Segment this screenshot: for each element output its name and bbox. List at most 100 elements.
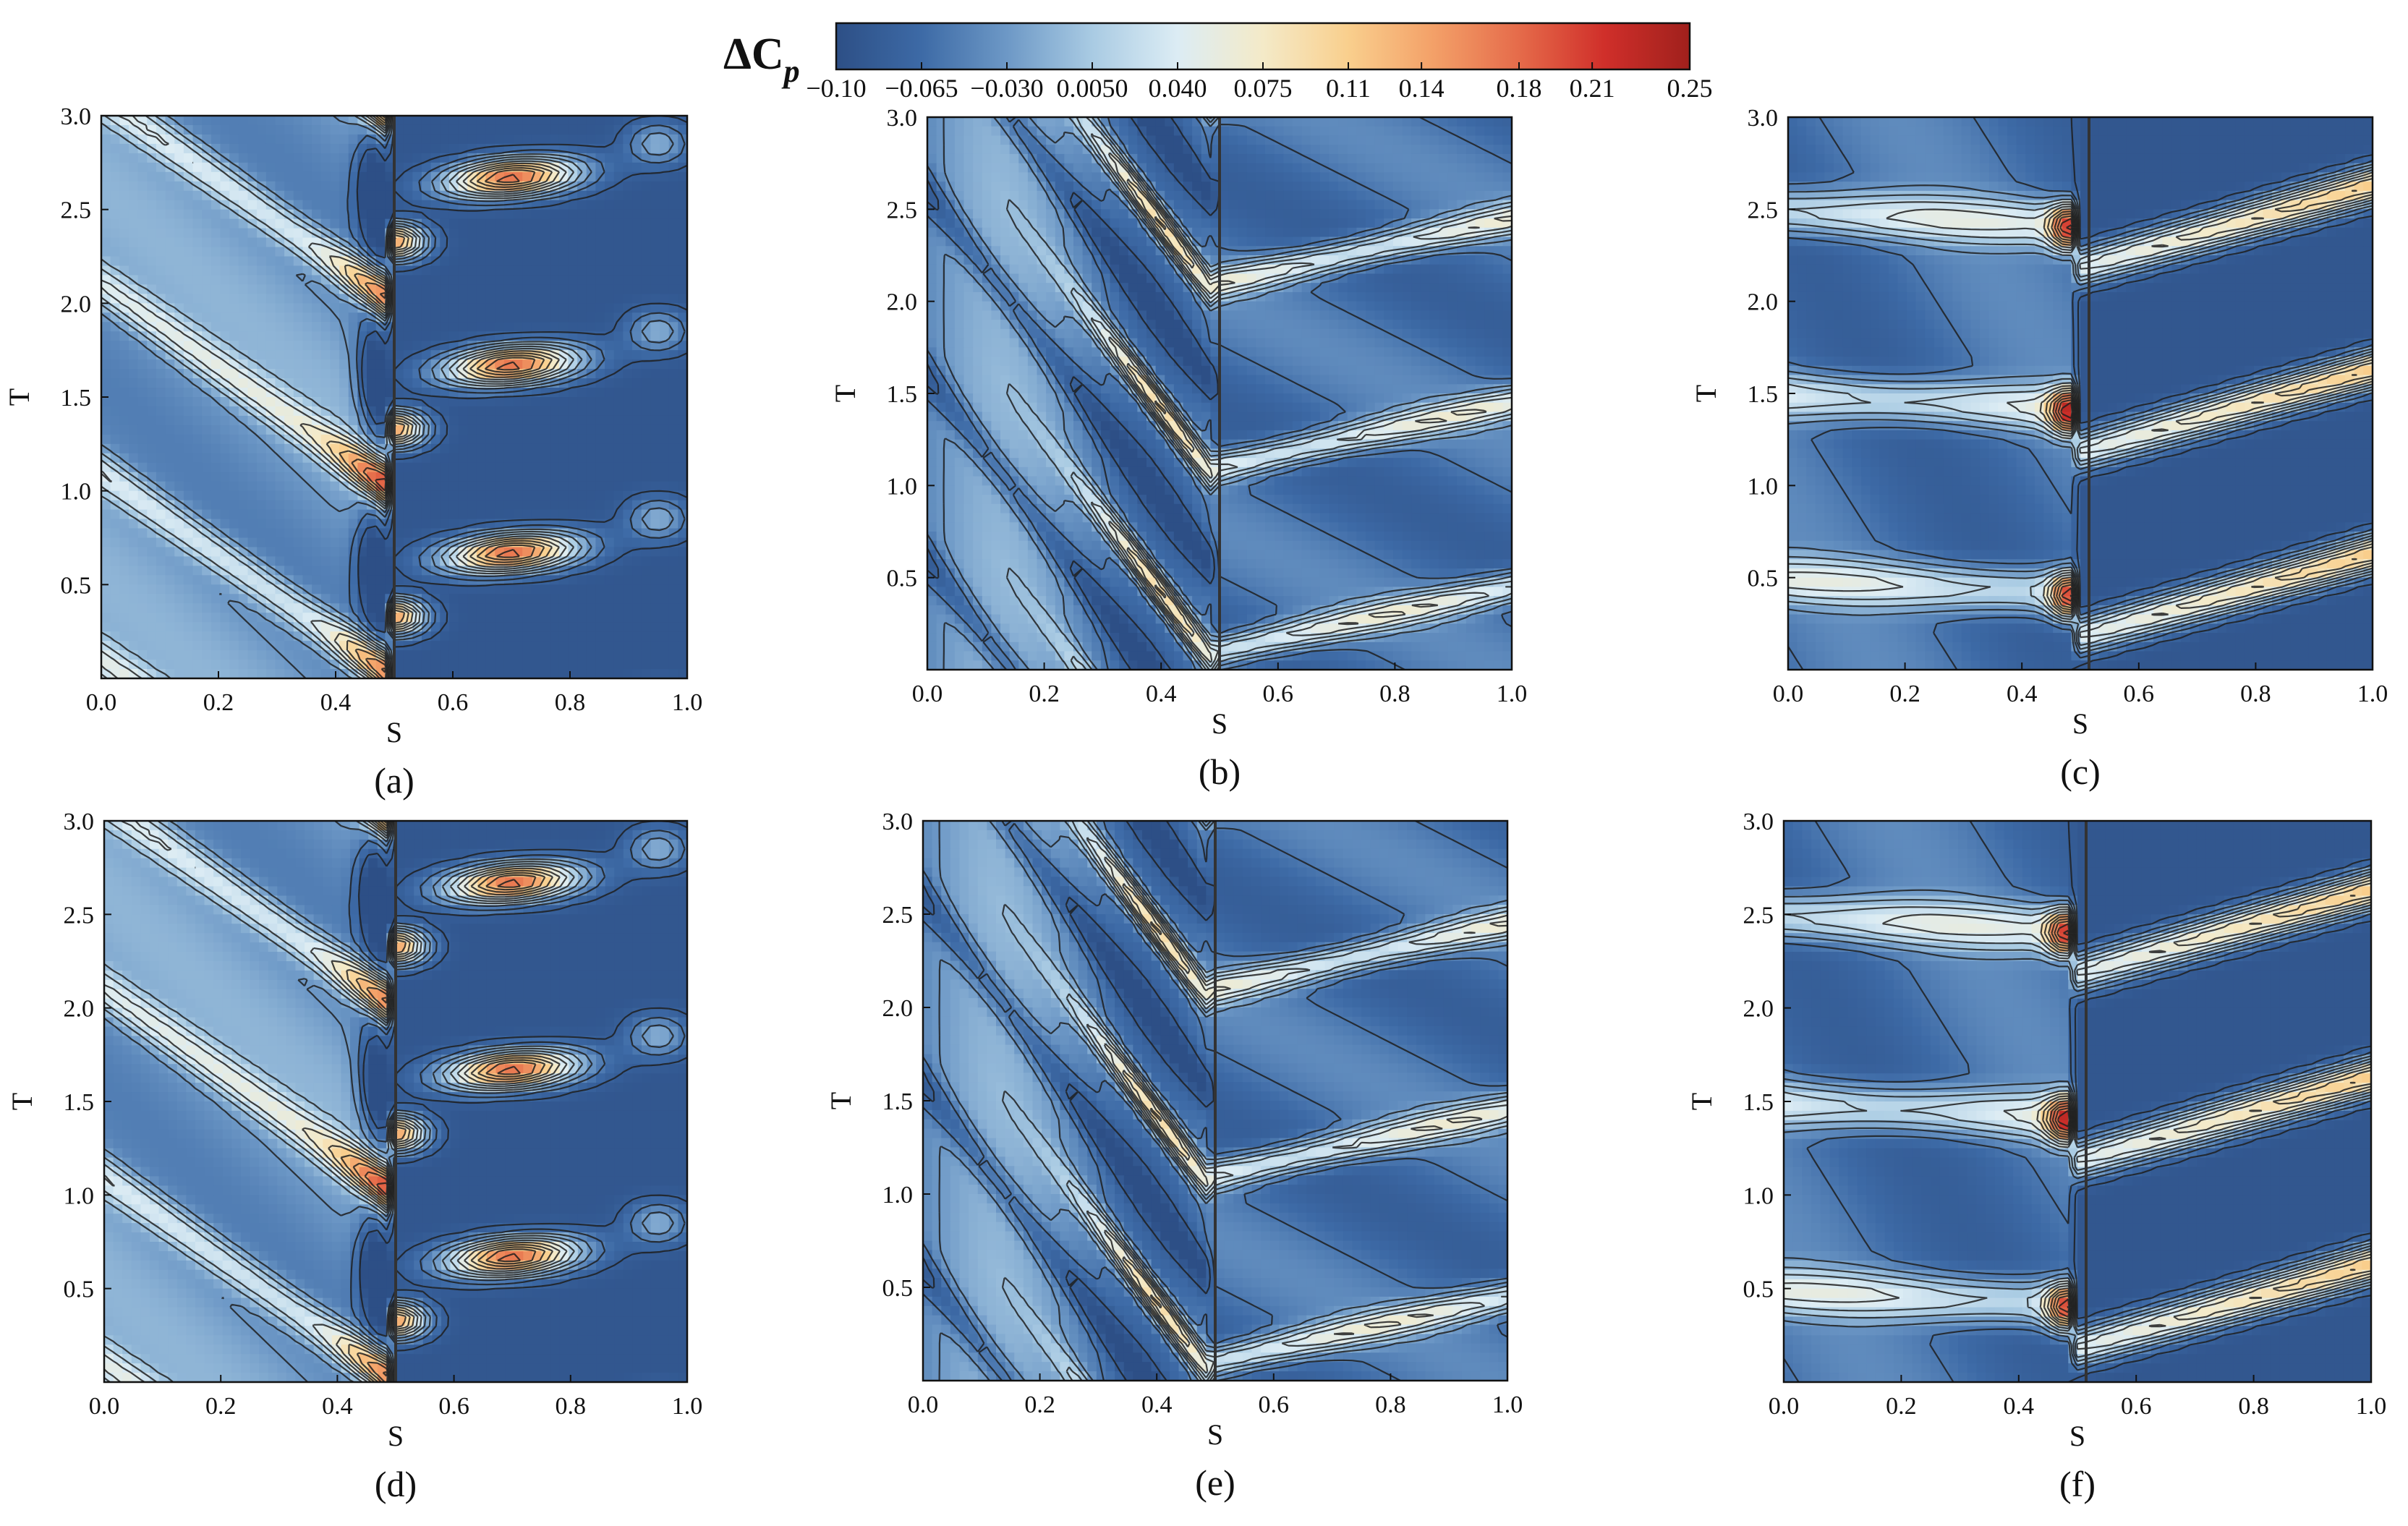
heatmap-cell (660, 218, 670, 229)
heatmap-cell (147, 218, 157, 229)
heatmap-cell (448, 256, 459, 267)
heatmap-cell (982, 246, 992, 256)
heatmap-cell (568, 228, 578, 239)
heatmap-cell (1392, 190, 1403, 201)
heatmap-cell (1046, 255, 1056, 265)
heatmap-cell (1475, 117, 1485, 127)
heatmap-cell (128, 359, 139, 370)
heatmap-cell (238, 265, 249, 276)
heatmap-cell (1201, 246, 1212, 256)
heatmap-cell (1000, 246, 1011, 256)
heatmap-cell (275, 143, 285, 154)
heatmap-cell (257, 200, 267, 210)
heatmap-cell (1457, 264, 1467, 275)
heatmap-cell (1037, 163, 1047, 174)
heatmap-cell (220, 331, 230, 341)
heatmap-cell (1201, 182, 1212, 192)
heatmap-cell (495, 415, 505, 426)
heatmap-cell (1265, 145, 1275, 155)
heatmap-cell (1338, 153, 1348, 164)
heatmap-cell (1465, 126, 1476, 137)
heatmap-cell (1246, 218, 1257, 229)
heatmap-cell (210, 603, 221, 614)
heatmap-cell (257, 528, 267, 539)
heatmap-cell (302, 453, 312, 464)
heatmap-cell (165, 265, 176, 276)
heatmap-cell (192, 584, 203, 595)
heatmap-cell (174, 472, 184, 482)
heatmap-cell (448, 312, 459, 323)
heatmap-cell (1429, 264, 1439, 275)
heatmap-cell (165, 575, 176, 586)
heatmap-cell (293, 359, 304, 370)
heatmap-cell (202, 462, 212, 473)
heatmap-cell (367, 200, 377, 210)
heatmap-cell (558, 218, 569, 229)
heatmap-cell (605, 265, 615, 276)
heatmap-cell (558, 237, 569, 248)
heatmap-cell (531, 303, 542, 314)
heatmap-cell (320, 162, 331, 173)
heatmap-cell (339, 472, 349, 482)
heatmap-cell (1420, 163, 1431, 174)
heatmap-cell (312, 312, 322, 323)
heatmap-cell (1256, 172, 1266, 182)
heatmap-cell (1384, 172, 1394, 182)
heatmap-cell (229, 265, 239, 276)
heatmap-cell (238, 134, 249, 145)
heatmap-cell (174, 594, 184, 605)
heatmap-cell (312, 528, 322, 539)
heatmap-cell (430, 519, 441, 529)
heatmap-cell (330, 397, 340, 407)
heatmap-cell (137, 162, 148, 173)
heatmap-cell (991, 200, 1001, 210)
heatmap-cell (257, 143, 267, 154)
heatmap-cell (202, 312, 212, 323)
heatmap-cell (375, 622, 386, 632)
heatmap-cell (558, 247, 569, 257)
heatmap-cell (540, 209, 550, 220)
heatmap-cell (320, 434, 331, 445)
heatmap-cell (440, 613, 450, 623)
heatmap-cell (1293, 163, 1303, 174)
heatmap-cell (110, 519, 121, 529)
heatmap-cell (522, 209, 532, 220)
heatmap-cell (660, 575, 670, 586)
heatmap-cell (257, 294, 267, 304)
heatmap-cell (229, 275, 239, 286)
heatmap-cell (202, 247, 212, 257)
heatmap-cell (660, 594, 670, 605)
heatmap-cell (558, 622, 569, 632)
heatmap-cell (220, 294, 230, 304)
heatmap-cell (1082, 126, 1093, 137)
colorbar-tick-label: −0.065 (885, 74, 958, 103)
heatmap-cell (660, 312, 670, 323)
heatmap-cell (275, 116, 285, 126)
heatmap-cell (945, 153, 956, 164)
heatmap-cell (650, 190, 660, 201)
heatmap-cell (1493, 163, 1504, 174)
heatmap-cell (1447, 172, 1458, 182)
heatmap-cell (238, 143, 249, 154)
heatmap-cell (1311, 190, 1321, 201)
heatmap-cell (595, 209, 605, 220)
heatmap-cell (586, 594, 597, 605)
heatmap-cell (550, 143, 560, 154)
heatmap-cell (531, 331, 542, 341)
heatmap-cell (448, 613, 459, 623)
heatmap-cell (503, 641, 514, 651)
heatmap-cell (394, 556, 404, 567)
heatmap-cell (293, 350, 304, 360)
heatmap-cell (403, 303, 414, 314)
heatmap-cell (247, 528, 258, 539)
heatmap-cell (1220, 236, 1230, 247)
heatmap-cell (330, 519, 340, 529)
heatmap-cell (339, 537, 349, 548)
heatmap-cell (936, 227, 947, 238)
heatmap-cell (678, 284, 687, 295)
heatmap-cell (385, 153, 395, 163)
heatmap-cell (421, 312, 432, 323)
heatmap-cell (1319, 153, 1330, 164)
heatmap-cell (522, 472, 532, 482)
heatmap-cell (485, 247, 496, 257)
